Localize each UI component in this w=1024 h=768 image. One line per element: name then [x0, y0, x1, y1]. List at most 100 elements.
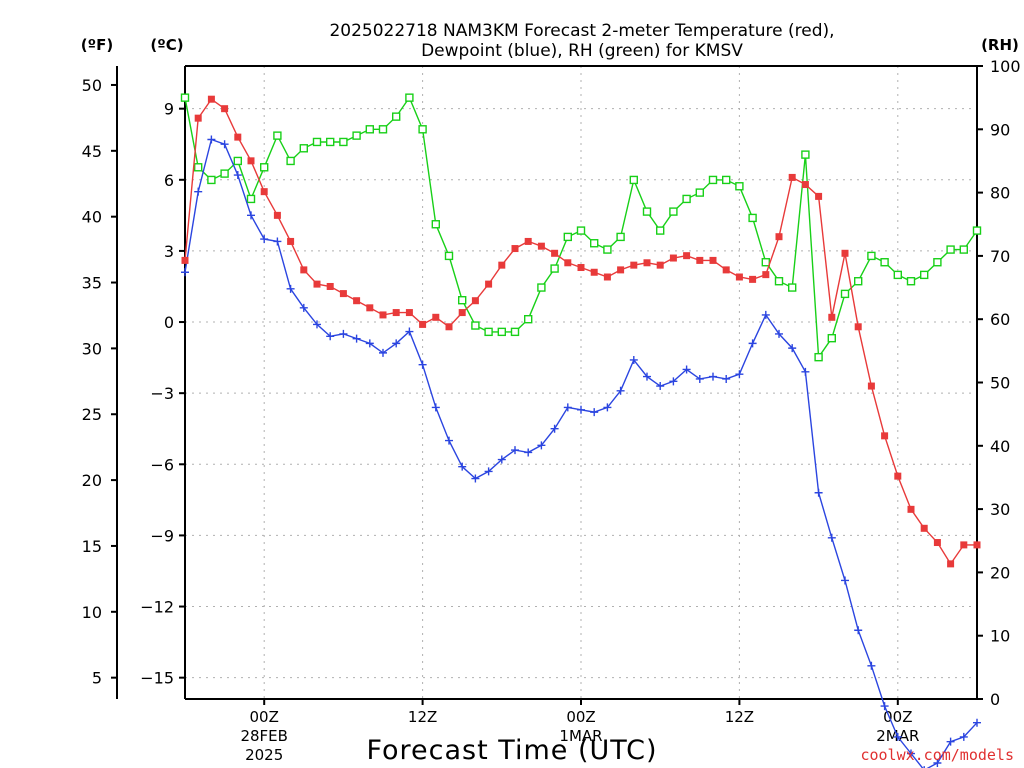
dewpoint-point: [418, 360, 427, 369]
rh-point: [840, 289, 850, 299]
temperature-point: [775, 233, 783, 241]
rh-point: [735, 182, 744, 191]
rh-point: [524, 315, 533, 324]
rh-point: [510, 327, 520, 337]
fahrenheit-tick-label: 20: [82, 471, 102, 490]
rh-point: [352, 131, 361, 140]
dewpoint-point: [537, 441, 546, 450]
temperature-point: [287, 237, 295, 245]
rh-point: [458, 296, 467, 305]
rh-point: [537, 283, 546, 292]
x-axis-label: Forecast Time (UTC): [366, 735, 657, 766]
rh-point: [286, 156, 295, 166]
rh-point: [193, 163, 203, 172]
temperature-point: [709, 256, 717, 264]
temperature-point: [458, 309, 466, 317]
rh-point: [299, 144, 308, 153]
axes: [111, 65, 983, 705]
celsius-tick-label: 3: [164, 242, 174, 261]
temperature-point: [669, 254, 677, 262]
temperature-point: [379, 311, 387, 319]
dewpoint-point: [643, 372, 651, 381]
temperature-point: [260, 188, 268, 196]
rh-point: [827, 333, 836, 343]
fahrenheit-tick-label: 15: [82, 537, 102, 556]
temperature-point: [907, 505, 915, 513]
dewpoint-point: [923, 766, 925, 768]
temperature-point: [405, 309, 413, 317]
dewpoint-point: [814, 488, 823, 497]
fahrenheit-tick-label: 50: [82, 76, 102, 95]
temperature-point: [881, 432, 889, 440]
dewpoint-point: [497, 455, 506, 464]
rh-point: [418, 125, 427, 134]
dewpoint-point: [603, 403, 612, 412]
dewpoint-point: [722, 374, 731, 383]
fahrenheit-tick-label: 40: [82, 208, 102, 227]
temperature-point: [537, 242, 545, 250]
temperature-point: [894, 472, 902, 480]
rh-point: [959, 245, 968, 254]
temperature-point: [630, 261, 638, 269]
dewpoint-point: [511, 446, 519, 455]
temperature-point: [617, 266, 625, 274]
temperature-point: [524, 237, 532, 245]
dewpoint-point: [247, 211, 255, 220]
rh-point: [392, 112, 401, 121]
dewpoint-point: [405, 327, 414, 336]
dewpoint-point: [748, 339, 757, 348]
temperature-point: [273, 211, 281, 219]
fahrenheit-tick-label: 30: [82, 339, 102, 358]
rh-point: [339, 137, 348, 147]
celsius-tick-label: −3: [150, 384, 174, 403]
rh-point: [867, 251, 876, 261]
rh-tick-label: 0: [990, 690, 1000, 709]
time-tick-label: 00Z: [883, 708, 912, 726]
celsius-tick-label: 0: [164, 313, 174, 332]
dewpoint-point: [524, 448, 533, 457]
dewpoint-point: [656, 382, 665, 391]
temperature-point: [366, 304, 374, 312]
celsius-unit-label: (ºC): [150, 36, 183, 54]
fahrenheit-tick-label: 5: [92, 669, 102, 688]
rh-point: [722, 175, 731, 185]
grid-lines: [185, 66, 977, 699]
celsius-tick-label: 9: [164, 100, 174, 119]
rh-point: [788, 283, 797, 292]
dewpoint-point: [299, 303, 308, 312]
time-tick-label: 12Z: [725, 708, 754, 726]
rh-tick-label: 80: [990, 184, 1010, 203]
date-tick-label: 1MAR: [559, 727, 602, 745]
rh-point: [708, 175, 718, 185]
rh-point: [893, 270, 902, 280]
time-tick-label: 12Z: [408, 708, 437, 726]
temperature-point: [828, 313, 836, 321]
temperature-point: [735, 273, 743, 281]
dewpoint-point: [379, 348, 387, 357]
dewpoint-point: [563, 403, 572, 412]
temperature-point: [234, 133, 242, 141]
dewpoint-point: [207, 135, 216, 144]
dewpoint-point: [709, 372, 717, 381]
rh-point: [616, 232, 625, 242]
temperature-point: [788, 173, 796, 181]
fahrenheit-tick-label: 45: [82, 142, 102, 161]
dewpoint-point: [590, 408, 599, 417]
dewpoint-point: [907, 749, 915, 758]
rh-point: [444, 251, 454, 261]
rh-tick-label: 10: [990, 627, 1010, 646]
rh-point: [642, 207, 652, 216]
credit-text: coolwx.com/models: [860, 746, 1014, 764]
rh-point: [405, 93, 414, 102]
dewpoint-point: [484, 467, 493, 476]
dewpoint-point: [616, 386, 625, 395]
dewpoint-point: [841, 576, 849, 585]
dewpoint-point: [445, 436, 453, 445]
rh-point: [378, 125, 388, 134]
dewpoint-point: [181, 268, 189, 277]
dewpoint-point: [577, 405, 585, 414]
celsius-tick-label: −15: [140, 669, 174, 688]
dewpoint-point: [326, 332, 335, 341]
rh-tick-label: 90: [990, 120, 1010, 139]
